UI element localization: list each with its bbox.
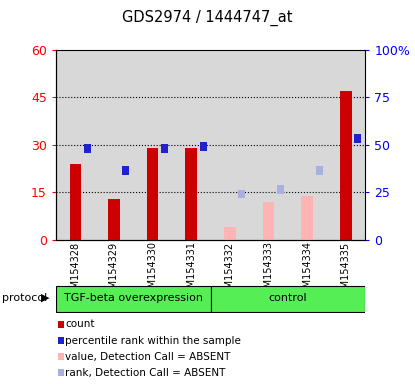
Text: rank, Detection Call = ABSENT: rank, Detection Call = ABSENT (65, 368, 225, 378)
Bar (84, 144, 91, 152)
Bar (327, 50, 365, 240)
Bar (277, 185, 284, 194)
Text: control: control (269, 293, 307, 303)
Bar (249, 50, 288, 240)
Bar (161, 144, 168, 152)
Bar (147, 148, 159, 240)
Bar (288, 50, 327, 240)
Bar (200, 142, 207, 151)
Bar (210, 50, 249, 240)
Bar (172, 50, 210, 240)
Bar (133, 50, 172, 240)
Bar (340, 91, 352, 240)
Bar (95, 50, 133, 240)
Text: GDS2974 / 1444747_at: GDS2974 / 1444747_at (122, 10, 293, 26)
Text: ▶: ▶ (41, 293, 49, 303)
Text: percentile rank within the sample: percentile rank within the sample (65, 336, 241, 346)
Bar (70, 164, 81, 240)
Bar (301, 196, 313, 240)
Text: protocol: protocol (2, 293, 47, 303)
Bar (316, 166, 323, 175)
Bar (239, 190, 245, 199)
Bar (210, 286, 365, 311)
Bar (108, 199, 120, 240)
Bar (122, 166, 129, 175)
Bar (186, 148, 197, 240)
Text: value, Detection Call = ABSENT: value, Detection Call = ABSENT (65, 352, 230, 362)
Bar (354, 134, 361, 143)
Bar (56, 286, 210, 311)
Bar (263, 202, 274, 240)
Text: TGF-beta overexpression: TGF-beta overexpression (64, 293, 203, 303)
Text: count: count (65, 319, 95, 329)
Bar (56, 50, 95, 240)
Bar (224, 227, 236, 240)
